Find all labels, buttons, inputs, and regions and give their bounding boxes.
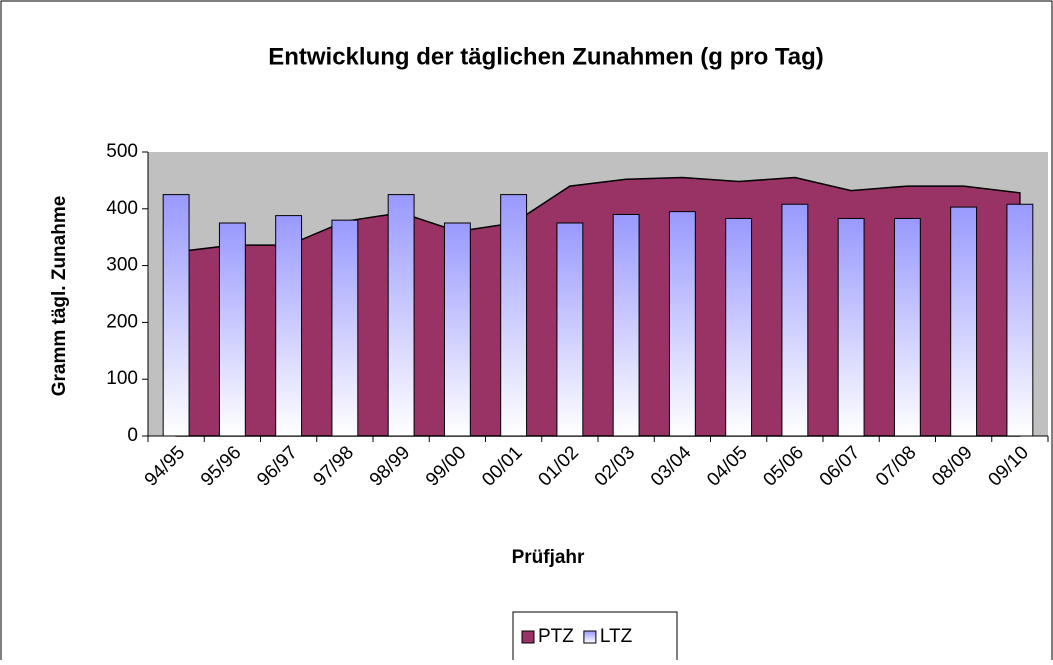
bar <box>837 217 865 437</box>
bar <box>331 219 359 437</box>
legend-label: PTZ <box>538 626 574 647</box>
bar <box>387 194 415 437</box>
bar <box>275 215 303 437</box>
y-tick-label: 400 <box>106 198 138 219</box>
legend-swatch <box>583 630 597 644</box>
bar <box>781 203 809 437</box>
bar <box>500 194 528 437</box>
bar <box>218 222 246 437</box>
y-axis-label: Gramm tägl. Zunahme <box>49 196 70 397</box>
bar <box>612 213 640 437</box>
legend-label: LTZ <box>600 626 633 647</box>
chart-title: Entwicklung der täglichen Zunahmen (g pr… <box>268 43 824 70</box>
bar <box>162 194 190 437</box>
legend-swatch <box>521 630 535 644</box>
bar <box>950 206 978 437</box>
x-axis-label: Prüfjahr <box>512 547 585 568</box>
y-tick-label: 0 <box>127 425 138 446</box>
bar <box>556 222 584 437</box>
bar <box>443 222 471 437</box>
bar <box>1006 203 1034 437</box>
y-tick-label: 500 <box>106 141 138 162</box>
bar <box>725 217 753 437</box>
y-tick-label: 300 <box>106 255 138 276</box>
bar <box>893 217 921 437</box>
y-tick-label: 100 <box>106 368 138 389</box>
y-tick-label: 200 <box>106 311 138 332</box>
bar <box>668 211 696 437</box>
